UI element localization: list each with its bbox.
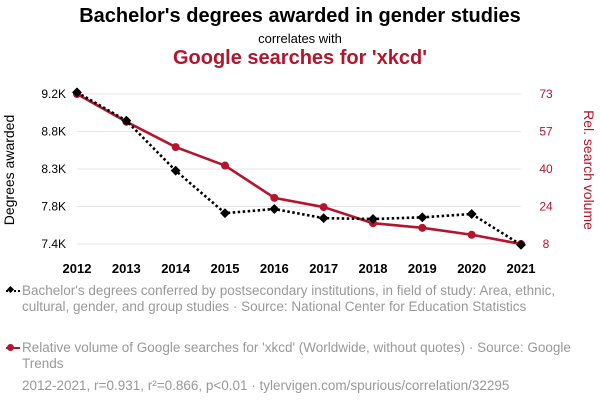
y-axis-label-left: Degrees awarded xyxy=(1,115,17,226)
x-tick-label: 2013 xyxy=(112,261,141,276)
x-tick-label: 2016 xyxy=(260,261,289,276)
right-tick-label: 73 xyxy=(539,87,553,101)
chart-title: Bachelor's degrees awarded in gender stu… xyxy=(79,5,521,27)
chart-title-secondary: Google searches for 'xkcd' xyxy=(172,47,428,69)
left-tick-label: 8.3K xyxy=(41,162,66,176)
point-degrees xyxy=(466,209,477,219)
point-degrees xyxy=(72,87,82,98)
point-searches xyxy=(467,230,476,239)
right-tick-label: 8 xyxy=(543,237,550,251)
left-tick-label: 8.8K xyxy=(41,125,66,139)
x-tick-label: 2017 xyxy=(309,261,338,276)
left-tick-label: 9.2K xyxy=(41,87,66,101)
point-searches xyxy=(171,143,180,152)
line-chart: 9.2K 8.8K 8.3K 7.8K 7.4K 73 57 40 24 8 2012 2013 201… xyxy=(1,87,597,276)
x-tick-label: 2012 xyxy=(63,261,92,276)
point-degrees xyxy=(318,213,329,224)
right-tick-label: 57 xyxy=(539,125,553,139)
point-searches xyxy=(319,203,328,212)
point-searches xyxy=(221,161,229,170)
legend-marker-searches xyxy=(7,344,14,351)
right-tick-label: 24 xyxy=(539,200,553,214)
chart-subtitle: correlates with xyxy=(258,31,342,46)
legend-text-degrees: Bachelor's degrees conferred by postseco… xyxy=(22,283,556,314)
y-axis-label-right: Rel. search volume xyxy=(581,110,597,230)
x-tick-label: 2015 xyxy=(211,261,240,276)
left-tick-label: 7.4K xyxy=(41,237,66,251)
point-degrees xyxy=(368,214,378,224)
point-degrees xyxy=(170,165,181,176)
point-searches xyxy=(270,193,279,202)
right-tick-label: 40 xyxy=(539,162,553,176)
point-degrees xyxy=(417,212,428,223)
x-tick-label: 2021 xyxy=(507,261,536,276)
point-degrees xyxy=(516,239,526,250)
x-tick-label: 2019 xyxy=(408,261,437,276)
point-degrees xyxy=(269,204,280,214)
point-degrees xyxy=(220,208,230,219)
legend-swatch-degrees xyxy=(6,290,20,292)
point-degrees xyxy=(121,115,132,126)
series-line-degrees xyxy=(76,91,522,246)
footer-stats: 2012-2021, r=0.931, r²=0.866, p<0.01 · t… xyxy=(22,378,510,393)
left-tick-label: 7.8K xyxy=(41,200,66,214)
point-searches xyxy=(418,223,427,232)
x-tick-label: 2014 xyxy=(161,261,191,276)
x-tick-label: 2020 xyxy=(457,261,486,276)
series-line-searches xyxy=(76,92,522,246)
x-tick-label: 2018 xyxy=(359,261,388,276)
legend-text-searches: Relative volume of Google searches for '… xyxy=(22,340,571,371)
